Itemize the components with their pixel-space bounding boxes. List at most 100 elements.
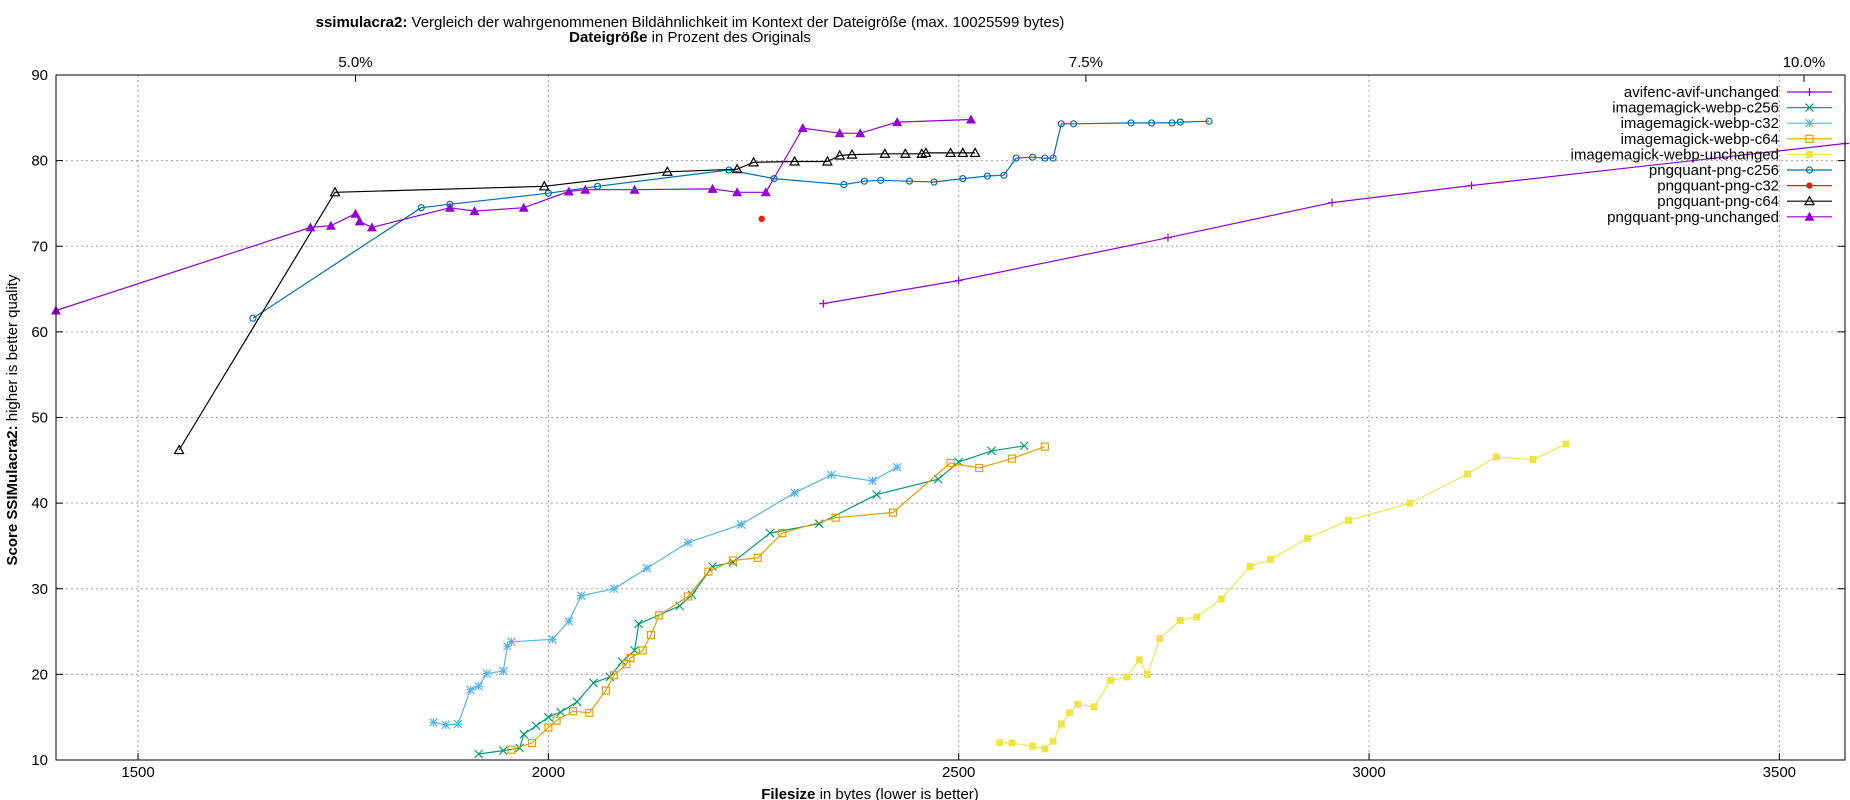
point xyxy=(502,641,512,651)
legend-swatch xyxy=(1787,195,1832,206)
point xyxy=(683,592,692,601)
point xyxy=(707,183,718,193)
point xyxy=(538,180,550,191)
point xyxy=(609,584,619,594)
point xyxy=(834,128,845,138)
series-imagemagick-webp-c32 xyxy=(429,462,902,730)
point xyxy=(790,488,800,498)
point xyxy=(1127,119,1135,127)
point xyxy=(1090,703,1098,711)
point xyxy=(249,314,257,322)
point xyxy=(704,567,713,576)
point xyxy=(453,719,463,729)
point xyxy=(872,490,882,499)
point xyxy=(831,513,840,522)
point xyxy=(1065,709,1073,717)
point xyxy=(819,299,828,308)
point xyxy=(465,685,475,695)
legend: avifenc-avif-unchangedimagemagick-webp-c… xyxy=(1571,84,1832,226)
y-axis-label-bold: Score SSIMulacra2: xyxy=(4,425,21,565)
point xyxy=(329,186,341,197)
point xyxy=(920,147,932,158)
point xyxy=(1049,154,1057,162)
point xyxy=(996,739,1004,747)
point xyxy=(655,611,664,620)
point xyxy=(543,712,553,722)
point xyxy=(417,204,425,212)
legend-swatch xyxy=(1787,134,1832,143)
point xyxy=(585,708,594,718)
y-axis-label-rest: higher is better quality xyxy=(4,274,21,425)
point xyxy=(1019,441,1029,451)
point xyxy=(441,720,451,730)
point xyxy=(983,172,992,180)
point xyxy=(1804,211,1815,221)
point xyxy=(728,556,738,565)
x-tick-label: 2500 xyxy=(942,764,975,781)
point xyxy=(683,538,693,547)
legend-label: pngquant-png-c256 xyxy=(1649,162,1779,179)
point xyxy=(1168,119,1176,127)
point xyxy=(1805,88,1814,96)
x-axis-label-bold: Filesize xyxy=(761,786,815,800)
point xyxy=(1176,118,1184,126)
x2-axis-label-rest: in Prozent des Originals xyxy=(647,29,810,46)
point xyxy=(325,220,336,230)
point xyxy=(444,202,455,212)
point xyxy=(1143,670,1151,678)
y-tick-label: 30 xyxy=(31,581,48,598)
point xyxy=(1805,166,1814,174)
point xyxy=(1803,195,1816,206)
legend-swatch xyxy=(1787,150,1832,158)
point xyxy=(482,669,492,678)
point xyxy=(797,123,808,133)
point xyxy=(642,563,652,573)
point xyxy=(1008,739,1016,747)
series-line xyxy=(823,142,1846,305)
x-tick-label: 3000 xyxy=(1352,764,1385,781)
x2-axis-label-bold: Dateigröße xyxy=(569,29,647,46)
series-line xyxy=(999,443,1567,750)
x-tick-label: 3500 xyxy=(1763,764,1796,781)
legend-swatch xyxy=(1787,182,1832,189)
series-imagemagick-webp-c256 xyxy=(474,441,1029,759)
point xyxy=(916,148,928,158)
point xyxy=(860,177,868,185)
point xyxy=(626,654,635,663)
x-tick-label: 1500 xyxy=(121,764,154,781)
point xyxy=(1303,534,1311,542)
point xyxy=(1069,120,1078,128)
point xyxy=(589,678,598,688)
y-tick-label: 70 xyxy=(31,238,48,255)
series-pngquant-png-c256 xyxy=(249,117,1213,322)
point xyxy=(770,175,778,183)
point xyxy=(634,619,644,629)
point xyxy=(687,590,697,600)
point xyxy=(1805,118,1814,128)
point xyxy=(765,528,775,538)
point xyxy=(605,672,615,682)
point xyxy=(1074,700,1082,708)
point xyxy=(1147,119,1156,127)
point xyxy=(552,716,561,725)
point xyxy=(728,557,738,567)
point xyxy=(366,222,377,232)
point xyxy=(954,276,963,285)
point xyxy=(1057,720,1065,728)
point xyxy=(946,458,955,467)
y-tick-label: 20 xyxy=(31,666,48,683)
point xyxy=(1193,613,1201,621)
point xyxy=(732,187,743,197)
point xyxy=(1467,181,1476,190)
point xyxy=(629,184,640,194)
point xyxy=(507,637,516,647)
point xyxy=(892,117,903,127)
point xyxy=(1029,742,1037,750)
point xyxy=(834,149,846,160)
point xyxy=(1123,673,1131,681)
series-line xyxy=(178,152,976,451)
point xyxy=(515,743,525,753)
point xyxy=(753,553,762,563)
point xyxy=(846,148,858,159)
